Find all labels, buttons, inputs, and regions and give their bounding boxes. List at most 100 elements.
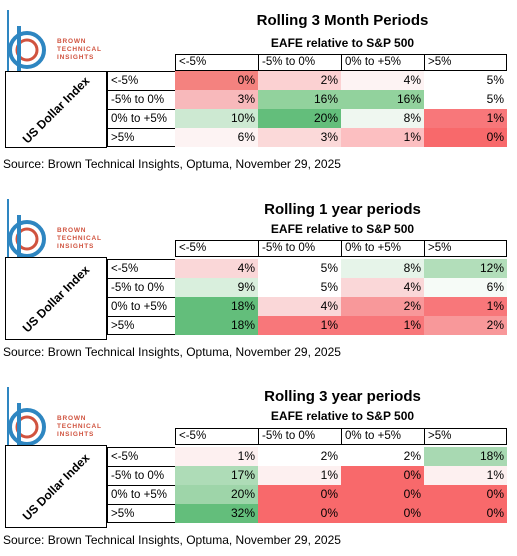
brand-name: BROWN TECHNICAL INSIGHTS: [57, 415, 102, 439]
column-header: 0% to +5%: [341, 54, 424, 71]
table-cell: 0%: [175, 71, 258, 90]
brand-line-2: TECHNICAL: [57, 235, 102, 242]
brand-line-1: BROWN: [57, 38, 87, 45]
table-cell: 8%: [341, 259, 424, 278]
table-cell: 0%: [341, 504, 424, 523]
table-row: >5% 18% 1% 1% 2%: [107, 316, 510, 335]
table-cell: 9%: [175, 278, 258, 297]
table-cell: 0%: [341, 466, 424, 485]
table-cell: 0%: [424, 128, 507, 147]
table-row: 0% to +5% 10% 20% 8% 1%: [107, 109, 510, 128]
table-cell: 32%: [175, 504, 258, 523]
row-label: >5%: [107, 316, 175, 335]
table-cell: 5%: [424, 71, 507, 90]
brand-line-3: INSIGHTS: [57, 431, 95, 438]
row-label: >5%: [107, 128, 175, 147]
brand-line-1: BROWN: [57, 415, 87, 422]
table-cell: 2%: [258, 71, 341, 90]
table-row: >5% 32% 0% 0% 0%: [107, 504, 510, 523]
column-header: >5%: [424, 54, 507, 71]
row-label: <-5%: [107, 71, 175, 90]
y-axis-label-box: US Dollar Index: [5, 257, 107, 340]
source-note: Source: Brown Technical Insights, Optuma…: [3, 345, 341, 359]
table-cell: 17%: [175, 466, 258, 485]
brand-line-1: BROWN: [57, 227, 87, 234]
panel-subtitle: EAFE relative to S&P 500: [270, 409, 415, 423]
brand-line-3: INSIGHTS: [57, 54, 95, 61]
table-cell: 2%: [341, 447, 424, 466]
row-label: >5%: [107, 504, 175, 523]
y-axis-label-box: US Dollar Index: [5, 71, 107, 148]
column-header: -5% to 0%: [258, 54, 341, 71]
table-cell: 2%: [258, 447, 341, 466]
table-row: -5% to 0% 3% 16% 16% 5%: [107, 90, 510, 109]
brand-line-2: TECHNICAL: [57, 423, 102, 430]
source-note: Source: Brown Technical Insights, Optuma…: [3, 533, 341, 547]
row-label: -5% to 0%: [107, 466, 175, 485]
table-cell: 2%: [341, 297, 424, 316]
column-header: <-5%: [175, 428, 258, 445]
table-row: -5% to 0% 9% 5% 4% 6%: [107, 278, 510, 297]
table-cell: 18%: [175, 297, 258, 316]
column-header: <-5%: [175, 54, 258, 71]
row-label: 0% to +5%: [107, 485, 175, 504]
table-cell: 20%: [258, 109, 341, 128]
table-cell: 5%: [258, 259, 341, 278]
brand-line-2: TECHNICAL: [57, 46, 102, 53]
brand-logo: BROWN TECHNICAL INSIGHTS: [5, 385, 111, 459]
table-cell: 6%: [424, 278, 507, 297]
table-cell: 18%: [175, 316, 258, 335]
table-cell: 4%: [341, 278, 424, 297]
column-header: 0% to +5%: [341, 240, 424, 257]
table-cell: 4%: [258, 297, 341, 316]
table-cell: 1%: [175, 447, 258, 466]
table-cell: 8%: [341, 109, 424, 128]
y-axis-label: US Dollar Index: [19, 73, 93, 146]
logo-mark-icon: [7, 199, 46, 267]
panel-title: Rolling 3 Month Periods: [256, 12, 429, 29]
table-cell: 16%: [258, 90, 341, 109]
column-header: -5% to 0%: [258, 428, 341, 445]
table-cell: 1%: [258, 466, 341, 485]
column-header: 0% to +5%: [341, 428, 424, 445]
logo-mark-icon: [7, 10, 46, 78]
table-cell: 4%: [341, 71, 424, 90]
table-cell: 1%: [424, 109, 507, 128]
column-headers: <-5% -5% to 0% 0% to +5% >5%: [175, 54, 507, 71]
row-label: 0% to +5%: [107, 109, 175, 128]
table-cell: 1%: [258, 316, 341, 335]
table-cell: 0%: [341, 485, 424, 504]
y-axis-label: US Dollar Index: [19, 262, 93, 335]
table-row: -5% to 0% 17% 1% 0% 1%: [107, 466, 510, 485]
column-header: >5%: [424, 240, 507, 257]
table-cell: 6%: [175, 128, 258, 147]
table-row: 0% to +5% 18% 4% 2% 1%: [107, 297, 510, 316]
row-label: 0% to +5%: [107, 297, 175, 316]
table-row: <-5% 4% 5% 8% 12%: [107, 259, 510, 278]
brand-logo: BROWN TECHNICAL INSIGHTS: [5, 8, 111, 82]
table-cell: 1%: [424, 297, 507, 316]
column-header: <-5%: [175, 240, 258, 257]
table-cell: 10%: [175, 109, 258, 128]
data-rows: <-5% 0% 2% 4% 5% -5% to 0% 3% 16% 16% 5% 0% to +5%…: [107, 71, 510, 147]
column-header: >5%: [424, 428, 507, 445]
table-cell: 0%: [424, 504, 507, 523]
row-label: <-5%: [107, 259, 175, 278]
table-cell: 16%: [341, 90, 424, 109]
brand-logo: BROWN TECHNICAL INSIGHTS: [5, 197, 111, 271]
logo-mark-icon: [7, 387, 46, 455]
y-axis-label: US Dollar Index: [19, 450, 93, 523]
table-row: >5% 6% 3% 1% 0%: [107, 128, 510, 147]
data-rows: <-5% 4% 5% 8% 12% -5% to 0% 9% 5% 4% 6% 0% to +5% 1…: [107, 259, 510, 335]
panel-title: Rolling 3 year periods: [264, 388, 421, 405]
table-cell: 1%: [424, 466, 507, 485]
table-cell: 18%: [424, 447, 507, 466]
table-cell: 20%: [175, 485, 258, 504]
data-rows: <-5% 1% 2% 2% 18% -5% to 0% 17% 1% 0% 1% 0% to +5%…: [107, 447, 510, 523]
table-cell: 5%: [424, 90, 507, 109]
y-axis-label-box: US Dollar Index: [5, 445, 107, 528]
table-row: 0% to +5% 20% 0% 0% 0%: [107, 485, 510, 504]
table-cell: 1%: [341, 128, 424, 147]
row-label: -5% to 0%: [107, 90, 175, 109]
panel-subtitle: EAFE relative to S&P 500: [270, 222, 415, 236]
